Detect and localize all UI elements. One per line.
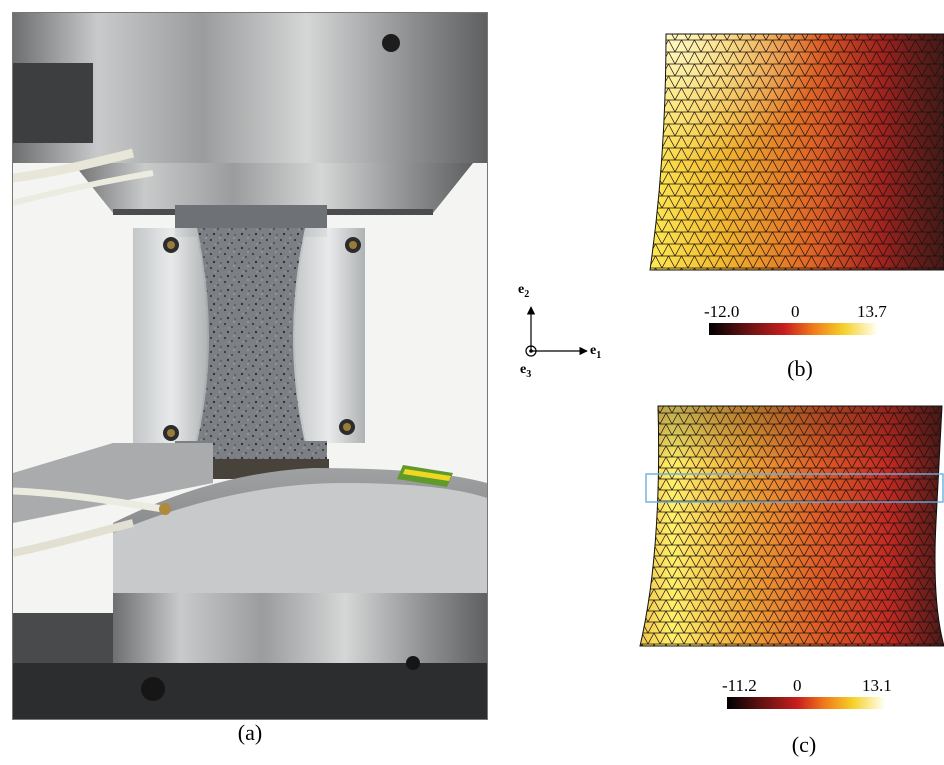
mesh-field-c bbox=[639, 405, 944, 647]
colorbar-c bbox=[727, 697, 884, 709]
axis-e1-base: e bbox=[590, 343, 597, 358]
caption-a: (a) bbox=[237, 720, 263, 745]
axis-e1-label: e1 bbox=[590, 343, 601, 361]
colorbar-c-mid: 0 bbox=[793, 676, 802, 695]
test-rig-photo bbox=[13, 13, 487, 719]
axis-e1-sub: 1 bbox=[596, 349, 602, 361]
colorbar-c-max: 13.1 bbox=[862, 676, 892, 695]
colorbar-b-max: 13.7 bbox=[857, 302, 887, 321]
axis-e2-label: e2 bbox=[518, 282, 529, 300]
colorbar-c-min: -11.2 bbox=[722, 676, 757, 695]
axis-e2-base: e bbox=[518, 282, 525, 297]
axis-e3-base: e bbox=[520, 362, 527, 377]
colorbar-b-mid: 0 bbox=[791, 302, 800, 321]
mesh-field-b bbox=[649, 33, 944, 271]
axis-e2-sub: 2 bbox=[524, 288, 530, 300]
colorbar-b-min: -12.0 bbox=[704, 302, 740, 321]
caption-c: (c) bbox=[791, 732, 817, 757]
coordinate-axes bbox=[525, 306, 588, 357]
photo-panel bbox=[12, 12, 488, 720]
colorbar-b bbox=[709, 323, 877, 335]
axis-e3-label: e3 bbox=[520, 362, 531, 380]
highlight-band bbox=[645, 473, 944, 503]
caption-b: (b) bbox=[787, 356, 813, 381]
axis-e3-sub: 3 bbox=[526, 368, 532, 380]
